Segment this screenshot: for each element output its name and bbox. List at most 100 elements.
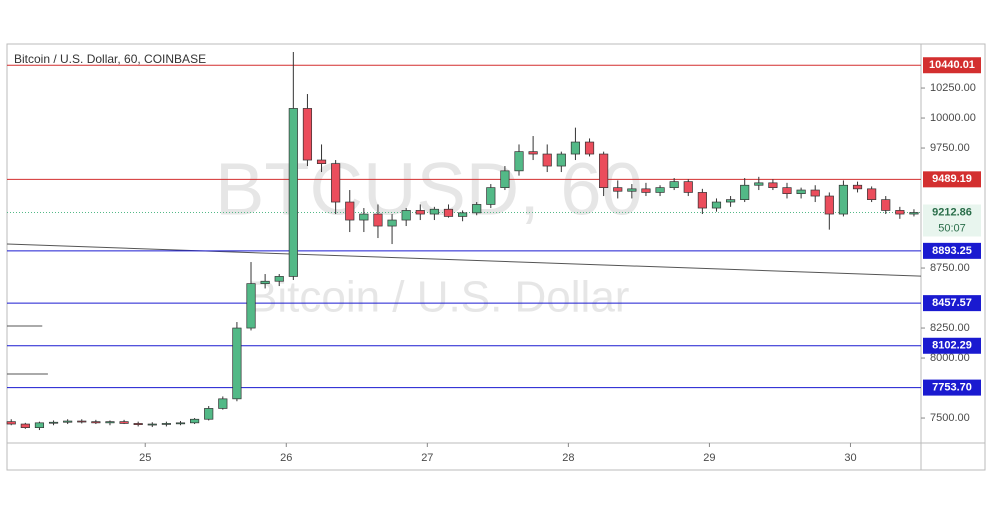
countdown: 50:07: [938, 222, 966, 234]
candle-body: [190, 418, 200, 424]
candle-body: [345, 201, 355, 221]
candle-body: [740, 184, 750, 200]
y-tick-label: 7500.00: [930, 412, 970, 424]
chart-title: Bitcoin / U.S. Dollar, 60, COINBASE: [14, 52, 206, 66]
candle-body: [204, 408, 214, 420]
x-tick-label: 30: [844, 452, 856, 464]
candle-body: [147, 423, 157, 426]
candle-body: [6, 421, 16, 425]
last-price-label: 9212.86: [932, 206, 972, 218]
candle-body: [669, 181, 679, 188]
candle-body: [655, 187, 665, 193]
candle-body: [316, 159, 327, 164]
candle-body: [570, 141, 581, 155]
watermark-subtitle: Bitcoin / U.S. Dollar: [248, 273, 629, 322]
candle-body: [246, 283, 256, 329]
level-label-box: [923, 242, 981, 259]
candle-body: [542, 153, 552, 167]
candle-body: [697, 192, 707, 209]
candle-body: [302, 108, 313, 161]
y-tick-label: 10250.00: [930, 82, 976, 94]
candle-body: [641, 188, 651, 193]
level-label-box: [923, 295, 981, 312]
candle-body: [34, 422, 45, 428]
candle-body: [838, 184, 849, 215]
candle-body: [556, 153, 566, 167]
y-tick-label: 10000.00: [930, 112, 976, 124]
y-tick-label: 8000.00: [930, 352, 970, 364]
candle-body: [683, 181, 693, 193]
candle-body: [782, 187, 792, 194]
candle-body: [810, 189, 820, 197]
candle-body: [232, 327, 242, 400]
candle-body: [105, 421, 115, 424]
candle-body: [867, 188, 877, 200]
candle-body: [415, 210, 425, 215]
candle-body: [274, 276, 284, 282]
x-tick-label: 26: [280, 452, 292, 464]
candle-body: [472, 204, 482, 214]
candle-body: [429, 208, 439, 215]
level-label-box: [923, 337, 981, 354]
candle-body: [613, 187, 623, 192]
chart-frame: [6, 43, 986, 471]
candle-body: [119, 421, 129, 424]
candle-body: [48, 421, 59, 424]
y-tick-label: 9750.00: [930, 142, 970, 154]
candle-body: [133, 423, 143, 425]
level-label-box: [923, 379, 981, 396]
candle-body: [175, 422, 186, 425]
level-label: 10440.01: [929, 59, 975, 71]
candle-body: [881, 199, 891, 211]
candle-body: [852, 184, 863, 190]
candle-body: [796, 189, 806, 194]
level-label: 8102.29: [932, 340, 972, 352]
candle-body: [91, 421, 101, 424]
plot: [6, 52, 922, 431]
x-tick-label: 25: [139, 452, 151, 464]
candle-body: [627, 188, 637, 192]
candle-body: [824, 195, 834, 215]
candle-body: [331, 163, 341, 203]
watermark: BTCUSD, 60: [215, 148, 643, 231]
candle-body: [599, 153, 609, 188]
candle-body: [443, 208, 454, 217]
candle-body: [500, 170, 510, 188]
candle-body: [77, 420, 87, 423]
candle-body: [373, 213, 383, 227]
candle-body: [584, 141, 595, 155]
last-price-box: [923, 204, 981, 237]
candle-body: [401, 210, 411, 221]
candle-body: [288, 108, 298, 277]
level-label-box: [923, 171, 981, 188]
candle-body: [754, 182, 764, 186]
x-tick-label: 29: [703, 452, 715, 464]
y-tick-label: 8750.00: [930, 262, 970, 274]
candle-body: [218, 398, 228, 409]
level-label: 8457.57: [932, 297, 972, 309]
level-label: 9489.19: [932, 173, 972, 185]
candle-body: [20, 423, 30, 428]
candle-body: [260, 280, 270, 284]
candle-body: [909, 212, 919, 215]
candle-body: [458, 212, 468, 217]
candle-body: [63, 420, 73, 423]
candle-body: [387, 219, 397, 227]
candle-body: [895, 210, 905, 215]
trend-line: [6, 243, 922, 277]
level-label: 8893.25: [932, 245, 972, 257]
level-label: 7753.70: [932, 382, 972, 394]
x-tick-label: 27: [421, 452, 433, 464]
y-tick-label: 8250.00: [930, 322, 970, 334]
candle-body: [486, 187, 496, 205]
candle-body: [768, 182, 778, 188]
candle-body: [711, 201, 722, 209]
candle-body: [359, 213, 369, 221]
level-label-box: [923, 57, 981, 74]
x-tick-label: 28: [562, 452, 574, 464]
candle-body: [726, 199, 736, 203]
candle-body: [528, 151, 538, 155]
candle-body: [161, 423, 171, 425]
candle-body: [514, 151, 524, 172]
